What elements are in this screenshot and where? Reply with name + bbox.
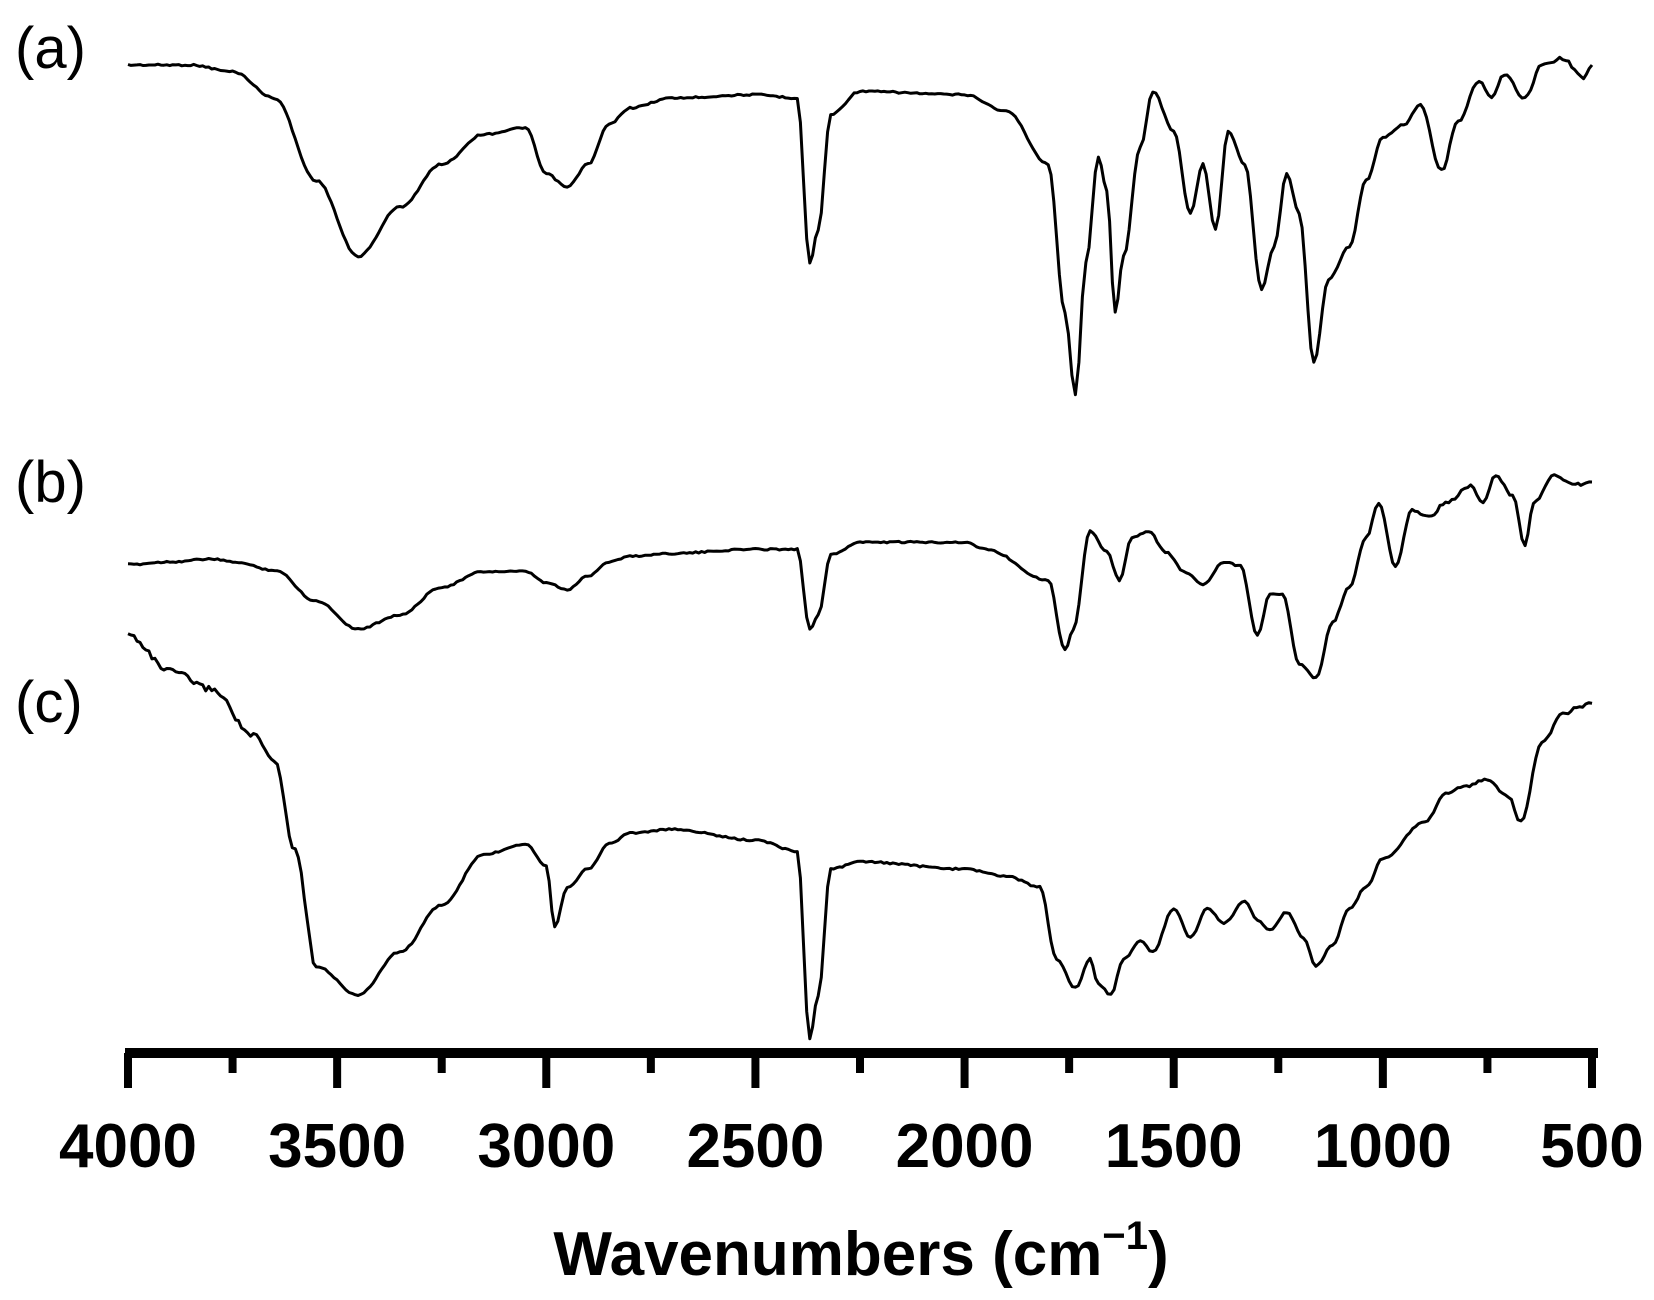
tick-label-2500: 2500: [686, 1112, 824, 1181]
series-label-c: (c): [15, 670, 83, 735]
tick-label-3500: 3500: [268, 1112, 406, 1181]
series-label-layer: (a) (b) (c): [15, 16, 86, 735]
series-label-a: (a): [15, 16, 86, 81]
x-axis-label-superscript: −1: [1102, 1214, 1148, 1258]
x-axis-ticks: 4000 3500 3000 2500 2000 1500 1000 500: [59, 1053, 1644, 1181]
x-axis-label-main: Wavenumbers (cm: [553, 1220, 1102, 1289]
x-axis-label-end: ): [1148, 1220, 1169, 1289]
tick-label-1500: 1500: [1105, 1112, 1243, 1181]
tick-label-500: 500: [1540, 1112, 1643, 1181]
spectrum-line-b: [127, 473, 1593, 680]
series-label-b: (b): [15, 450, 86, 515]
spectrum-line-c: [127, 632, 1593, 1041]
spectrum-line-a: [127, 55, 1594, 397]
x-axis-label: Wavenumbers (cm−1): [553, 1214, 1168, 1289]
tick-label-4000: 4000: [59, 1112, 197, 1181]
tick-label-3000: 3000: [477, 1112, 615, 1181]
tick-label-1000: 1000: [1314, 1112, 1452, 1181]
series-layer: [127, 55, 1594, 1041]
tick-label-2000: 2000: [896, 1112, 1034, 1181]
